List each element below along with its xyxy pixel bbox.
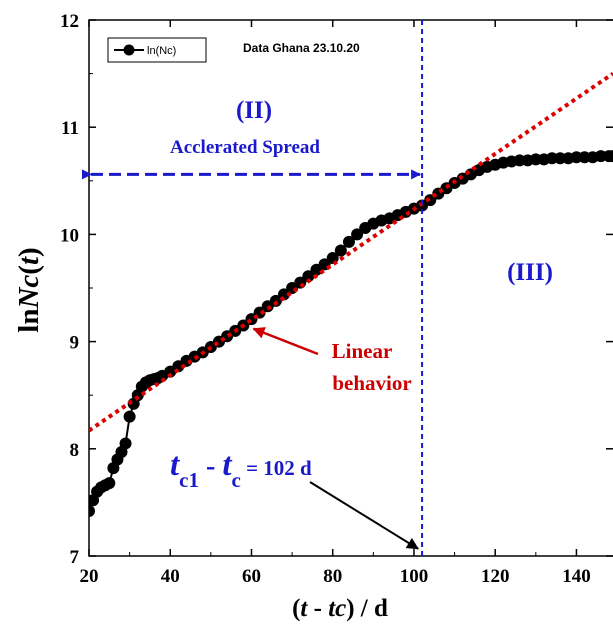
legend: ln(Nc) <box>107 37 207 63</box>
data-point-36 <box>302 270 315 283</box>
tc-annotation: tc1 - tc = 102 d <box>170 447 312 492</box>
data-point-9 <box>119 437 132 450</box>
linear-label-line1: Linear <box>332 339 393 363</box>
data-point-42 <box>351 228 364 241</box>
x-tick-label-20: 20 <box>80 566 99 587</box>
y-axis-ticks: 7 8 9 10 11 12 <box>60 11 613 568</box>
y-axis-title: lnNc(t) <box>13 247 45 332</box>
y-tick-label-11: 11 <box>61 118 79 139</box>
plot-frame <box>88 19 613 557</box>
x-axis-title: (t - tc) / d <box>292 595 388 622</box>
data-point-40 <box>334 244 347 257</box>
data-point-74 <box>607 150 613 163</box>
data-point-5 <box>103 477 116 490</box>
region2-text: Acclerated Spread <box>170 137 320 158</box>
region2-label: (II) <box>236 97 272 124</box>
legend-label: ln(Nc) <box>147 45 176 57</box>
linear-fit-layer <box>89 71 613 433</box>
x-tick-label-120: 120 <box>481 566 510 587</box>
y-tick-label-7: 7 <box>70 547 80 568</box>
data-series-layer <box>89 150 613 517</box>
x-tick-label-40: 40 <box>161 566 180 587</box>
x-tick-label-140: 140 <box>562 566 591 587</box>
y-tick-label-12: 12 <box>60 11 79 32</box>
y-tick-label-10: 10 <box>60 225 79 246</box>
linear-fit-line <box>89 71 613 433</box>
x-tick-label-80: 80 <box>323 566 342 587</box>
y-tick-label-9: 9 <box>70 333 80 354</box>
data-point-0 <box>89 504 95 517</box>
data-point-10 <box>123 410 136 423</box>
x-axis-ticks: 20 40 60 80 100 120 140 <box>80 20 591 587</box>
region3-label: (III) <box>507 259 553 286</box>
linear-label-line2: behavior <box>332 371 411 395</box>
chart-header: Data Ghana 23.10.20 <box>243 41 360 55</box>
series-line-lnnc <box>89 155 613 512</box>
legend-marker <box>123 44 135 56</box>
x-tick-label-60: 60 <box>242 566 261 587</box>
tc-arrow <box>309 481 419 550</box>
data-point-41 <box>342 235 355 248</box>
linear-behavior-arrow <box>252 327 319 356</box>
y-tick-label-8: 8 <box>70 440 80 461</box>
x-tick-label-100: 100 <box>400 566 429 587</box>
